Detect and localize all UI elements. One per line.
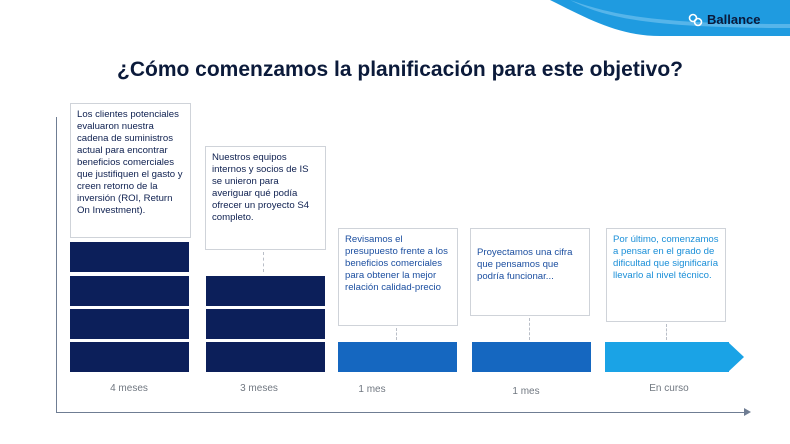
timeline-arrow-icon [728, 342, 744, 372]
stage-3-connector [396, 328, 397, 340]
axis-arrow-icon [744, 408, 751, 416]
time-axis-vertical [56, 117, 57, 413]
stage-2-block [206, 276, 325, 306]
stage-3-block [338, 342, 457, 372]
stage-1-description: Los clientes potenciales evaluaron nuest… [70, 103, 191, 238]
stage-5-connector [666, 324, 667, 340]
stage-3-text: Revisamos el presupuesto frente a los be… [345, 234, 448, 293]
stage-4-text: Proyectamos una cifra que pensamos que p… [477, 247, 573, 282]
stage-2-text: Nuestros equipos internos y socios de IS… [212, 152, 310, 223]
slide-title: ¿Cómo comenzamos la planificación para e… [117, 58, 683, 81]
stage-1-block [70, 276, 189, 306]
stage-2-block [206, 309, 325, 339]
stage-2-block [206, 342, 325, 372]
stage-1-block [70, 309, 189, 339]
stage-5-description: Por último, comenzamos a pensar en el gr… [606, 228, 726, 322]
brand-mark-icon [688, 13, 703, 26]
stage-4-block [472, 342, 591, 372]
stage-3-duration: 1 mes [358, 384, 386, 395]
stage-1-block [70, 342, 189, 372]
stage-5-duration: En curso [649, 383, 689, 394]
stage-5-block [605, 342, 729, 372]
brand-name: Ballance [707, 12, 761, 27]
brand-logo: Ballance [688, 12, 760, 27]
brand-swoosh [550, 0, 790, 36]
stage-2-description: Nuestros equipos internos y socios de IS… [205, 146, 326, 250]
stage-3-description: Revisamos el presupuesto frente a los be… [338, 228, 458, 326]
stage-1-duration: 4 meses [110, 383, 148, 394]
stage-1-text: Los clientes potenciales evaluaron nuest… [77, 109, 183, 216]
time-axis-horizontal [56, 412, 746, 413]
stage-4-description: Proyectamos una cifra que pensamos que p… [470, 228, 590, 316]
stage-2-duration: 3 meses [240, 383, 278, 394]
stage-4-duration: 1 mes [512, 386, 540, 397]
stage-2-connector [263, 252, 264, 272]
stage-1-block [70, 242, 189, 272]
stage-5-text: Por último, comenzamos a pensar en el gr… [613, 234, 719, 281]
stage-4-connector [529, 318, 530, 340]
